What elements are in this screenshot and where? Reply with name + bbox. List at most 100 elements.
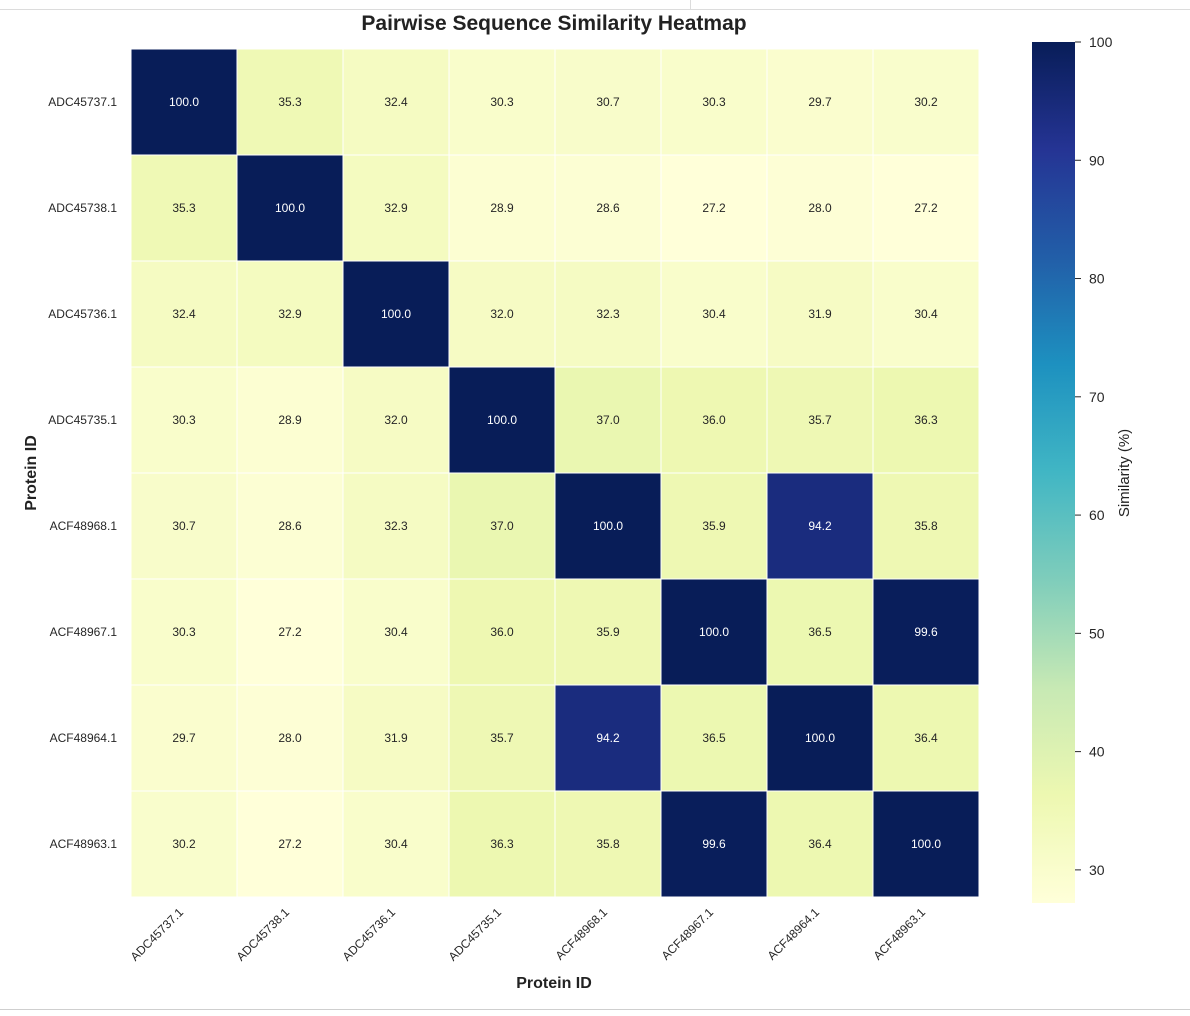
x-tick-label: ACF48967.1 [659,905,717,963]
x-tick-label: ACF48968.1 [553,905,611,963]
heatmap-cell-r2-c3 [342,154,450,262]
heatmap-cell-r7-c4 [448,684,556,792]
y-tick-label: ACF48964.1 [50,731,118,745]
cell-value-label-r4-c3: 32.0 [384,413,408,427]
cell-value-label-r5-c1: 30.7 [172,519,196,533]
cell-value-label-r5-c5: 100.0 [593,519,623,533]
cell-value-label-r2-c2: 100.0 [275,201,305,215]
y-tick-label: ADC45735.1 [48,413,117,427]
colorbar-tick-label: 50 [1089,625,1105,641]
heatmap-cell-r2-c5 [554,154,662,262]
colorbar-tick-label: 30 [1089,862,1105,878]
colorbar-tick-label: 40 [1089,744,1105,760]
cell-value-label-r8-c6: 99.6 [702,837,726,851]
cell-value-label-r1-c5: 30.7 [596,95,620,109]
cell-value-label-r5-c6: 35.9 [702,519,726,533]
cell-value-label-r6-c1: 30.3 [172,625,196,639]
heatmap-cell-r4-c3 [342,366,450,474]
heatmap-cell-r8-c1 [130,790,238,898]
cell-value-label-r8-c8: 100.0 [911,837,941,851]
heatmap-cell-r8-c4 [448,790,556,898]
cell-value-label-r4-c1: 30.3 [172,413,196,427]
heatmap-cell-r3-c6 [660,260,768,368]
cell-value-label-r3-c7: 31.9 [808,307,832,321]
colorbar-tick-label: 70 [1089,389,1105,405]
cell-value-label-r7-c3: 31.9 [384,731,408,745]
cell-value-label-r1-c4: 30.3 [490,95,514,109]
heatmap-cell-r4-c5 [554,366,662,474]
x-tick-label: ACF48964.1 [765,905,823,963]
heatmap-cell-r5-c1 [130,472,238,580]
cell-value-label-r2-c1: 35.3 [172,201,196,215]
cell-value-label-r7-c7: 100.0 [805,731,835,745]
heatmap-cell-r2-c4 [448,154,556,262]
y-tick-label: ACF48963.1 [50,837,118,851]
cell-value-label-r3-c3: 100.0 [381,307,411,321]
cell-value-label-r8-c3: 30.4 [384,837,408,851]
heatmap-cell-r4-c2 [236,366,344,474]
y-tick-label: ADC45737.1 [48,95,117,109]
cell-value-label-r5-c3: 32.3 [384,519,408,533]
heatmap-cell-r2-c1 [130,154,238,262]
y-tick-label: ADC45736.1 [48,307,117,321]
colorbar-tick-label: 60 [1089,507,1105,523]
cell-value-label-r5-c7: 94.2 [808,519,832,533]
cell-value-label-r4-c8: 36.3 [914,413,938,427]
heatmap-cell-r4-c4 [448,366,556,474]
cell-value-label-r3-c2: 32.9 [278,307,302,321]
cell-value-label-r8-c2: 27.2 [278,837,302,851]
heatmap-cell-r7-c3 [342,684,450,792]
cell-value-label-r8-c5: 35.8 [596,837,620,851]
heatmap-cells [130,48,980,898]
heatmap-cell-labels: 100.0 35.3 32.4 30.3 30.7 30.3 29.7 30.2 35.3 100… [169,95,941,851]
cell-value-label-r1-c8: 30.2 [914,95,938,109]
heatmap-cell-r7-c7 [766,684,874,792]
cell-value-label-r4-c5: 37.0 [596,413,620,427]
cell-value-label-r7-c6: 36.5 [702,731,726,745]
y-tick-labels: ADC45737.1 ADC45738.1 ADC45736.1 ADC45735.1… [48,95,117,851]
heatmap-cell-r4-c1 [130,366,238,474]
cell-value-label-r4-c4: 100.0 [487,413,517,427]
heatmap-cell-r1-c2 [236,48,344,156]
heatmap-cell-r4-c8 [872,366,980,474]
heatmap-cell-r8-c7 [766,790,874,898]
colorbar-label: Similarity (%) [1116,429,1133,517]
cell-value-label-r2-c5: 28.6 [596,201,620,215]
x-tick-label: ADC45737.1 [128,905,187,964]
cell-value-label-r3-c8: 30.4 [914,307,938,321]
heatmap-cell-r6-c4 [448,578,556,686]
heatmap-cell-r3-c2 [236,260,344,368]
cell-value-label-r6-c3: 30.4 [384,625,408,639]
heatmap-cell-r5-c5 [554,472,662,580]
heatmap-cell-r7-c8 [872,684,980,792]
heatmap-cell-r8-c8 [872,790,980,898]
cell-value-label-r4-c2: 28.9 [278,413,302,427]
heatmap-cell-r1-c6 [660,48,768,156]
y-axis-label: Protein ID [23,435,40,511]
colorbar [1032,42,1075,903]
cell-value-label-r7-c8: 36.4 [914,731,938,745]
heatmap-cell-r8-c5 [554,790,662,898]
heatmap-cell-r5-c4 [448,472,556,580]
heatmap-cell-r2-c6 [660,154,768,262]
cell-value-label-r2-c6: 27.2 [702,201,726,215]
cell-value-label-r4-c7: 35.7 [808,413,832,427]
cell-value-label-r7-c4: 35.7 [490,731,514,745]
cell-value-label-r5-c4: 37.0 [490,519,514,533]
heatmap-cell-r8-c2 [236,790,344,898]
y-tick-label: ACF48968.1 [50,519,118,533]
cell-value-label-r2-c3: 32.9 [384,201,408,215]
cell-value-label-r2-c8: 27.2 [914,201,938,215]
heatmap-cell-r8-c6 [660,790,768,898]
heatmap-cell-r1-c8 [872,48,980,156]
cell-value-label-r6-c6: 100.0 [699,625,729,639]
x-axis-label: Protein ID [516,975,592,992]
cell-value-label-r8-c4: 36.3 [490,837,514,851]
heatmap-cell-r4-c6 [660,366,768,474]
bottom-border [0,1009,1190,1010]
cell-value-label-r6-c5: 35.9 [596,625,620,639]
cell-value-label-r6-c8: 99.6 [914,625,938,639]
heatmap-cell-r2-c7 [766,154,874,262]
heatmap-cell-r3-c3 [342,260,450,368]
